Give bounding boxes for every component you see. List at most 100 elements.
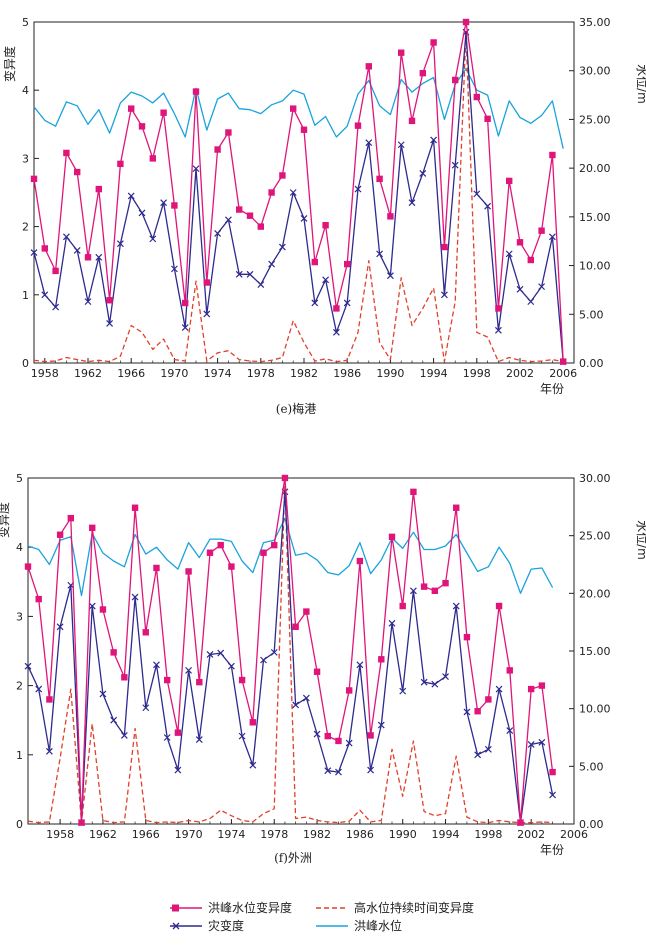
data-point-square [485, 696, 492, 703]
data-point-x [345, 739, 353, 747]
data-point-square [260, 549, 267, 556]
series-line [33, 21, 564, 362]
data-point-square [538, 682, 546, 689]
data-point-x [335, 768, 342, 776]
data-point-x [192, 165, 200, 173]
data-point-square [517, 819, 524, 826]
data-point-square [142, 629, 149, 636]
data-point-square [495, 305, 502, 312]
data-point-x [160, 199, 168, 207]
data-point-square [185, 568, 192, 575]
data-point-x [527, 298, 535, 306]
data-point-x [217, 649, 225, 657]
legend-item: 灾变度 [170, 918, 244, 933]
chart-caption: (e)梅港 [276, 401, 316, 416]
chart-caption: (f)外洲 [274, 851, 312, 865]
data-point-x [292, 701, 300, 709]
data-point-square [128, 105, 135, 112]
data-point-x [300, 214, 308, 222]
series-line [33, 31, 564, 362]
data-point-x [203, 310, 211, 318]
data-point-x [365, 139, 373, 147]
x-tick-label: 2006 [560, 828, 588, 841]
data-point-square [441, 243, 448, 251]
data-point-square [238, 676, 246, 684]
legend-label: 高水位持续时间变异度 [354, 900, 474, 915]
data-point-x [149, 235, 157, 243]
y-left-axis-title: 变异度 [2, 46, 17, 82]
data-point-x [62, 233, 70, 241]
series-flood-peak-level [27, 517, 554, 597]
legend-label: 洪峰水位变异度 [208, 900, 292, 915]
data-point-square [453, 504, 460, 511]
data-point-square [217, 541, 224, 549]
data-point-square [549, 768, 556, 776]
data-point-x [376, 250, 384, 258]
data-point-x [268, 260, 276, 268]
data-point-x [185, 666, 193, 674]
data-point-x [30, 249, 38, 256]
y-left-tick-label: 0 [16, 818, 23, 831]
data-point-square [163, 676, 171, 684]
data-point-x [41, 291, 49, 299]
data-point-x [131, 593, 139, 601]
data-point-x [420, 678, 428, 686]
x-tick-label: 1978 [260, 828, 288, 841]
series-flood-peak-variability [30, 18, 567, 365]
data-point-square [333, 305, 340, 312]
data-point-x [257, 281, 265, 288]
y-left-tick-label: 5 [16, 472, 23, 485]
data-point-square [376, 175, 383, 183]
x-tick-label: 1958 [31, 367, 59, 380]
data-point-square [228, 563, 235, 570]
y-left-tick-label: 1 [22, 289, 29, 302]
data-point-x [440, 291, 448, 299]
data-point-square [365, 63, 372, 70]
data-point-square [268, 189, 275, 196]
data-point-square [290, 105, 297, 112]
series-flood-peak-variability [24, 474, 556, 826]
data-point-x [527, 740, 535, 748]
data-point-square [560, 358, 567, 365]
x-tick-label: 1962 [89, 828, 117, 841]
data-point-square [24, 563, 32, 570]
data-point-square [410, 488, 417, 496]
data-point-square [131, 504, 139, 511]
data-point-square [63, 149, 70, 157]
data-point-x [516, 285, 524, 293]
data-point-square [214, 146, 221, 153]
data-point-square [121, 674, 128, 681]
data-point-square [473, 93, 480, 101]
x-tick-label: 1962 [74, 367, 102, 380]
data-point-x [367, 766, 375, 774]
data-point-x [430, 136, 438, 144]
data-point-square [452, 76, 459, 84]
data-point-square [324, 732, 331, 740]
data-point-square [354, 122, 362, 129]
data-point-square [153, 564, 160, 572]
y-right-tick-label: 30.00 [579, 65, 611, 78]
data-point-x [409, 587, 417, 595]
y-right-tick-label: 10.00 [579, 703, 611, 716]
legend-item: 高水位持续时间变异度 [316, 900, 474, 915]
data-point-x [120, 731, 128, 739]
data-point-square [182, 299, 189, 307]
data-point-square [89, 524, 96, 532]
chart-f: 1958 1962 1966 1970 1974 1978 1982 1986 1990 1994… [0, 472, 646, 865]
data-point-x [246, 270, 254, 278]
data-point-x [343, 299, 351, 307]
data-point-square [419, 69, 426, 77]
data-point-square [52, 267, 59, 275]
data-point-square [192, 88, 200, 95]
data-point-square [246, 212, 254, 219]
data-point-x [474, 751, 482, 759]
x-tick-label: 1994 [420, 367, 448, 380]
series-flood-peak-level [33, 68, 564, 149]
data-point-x [289, 189, 297, 196]
data-point-x [95, 253, 103, 261]
y-right-tick-label: 0.00 [579, 357, 604, 370]
x-tick-label: 1974 [217, 828, 245, 841]
data-point-x [451, 161, 459, 169]
data-point-x [227, 662, 235, 670]
